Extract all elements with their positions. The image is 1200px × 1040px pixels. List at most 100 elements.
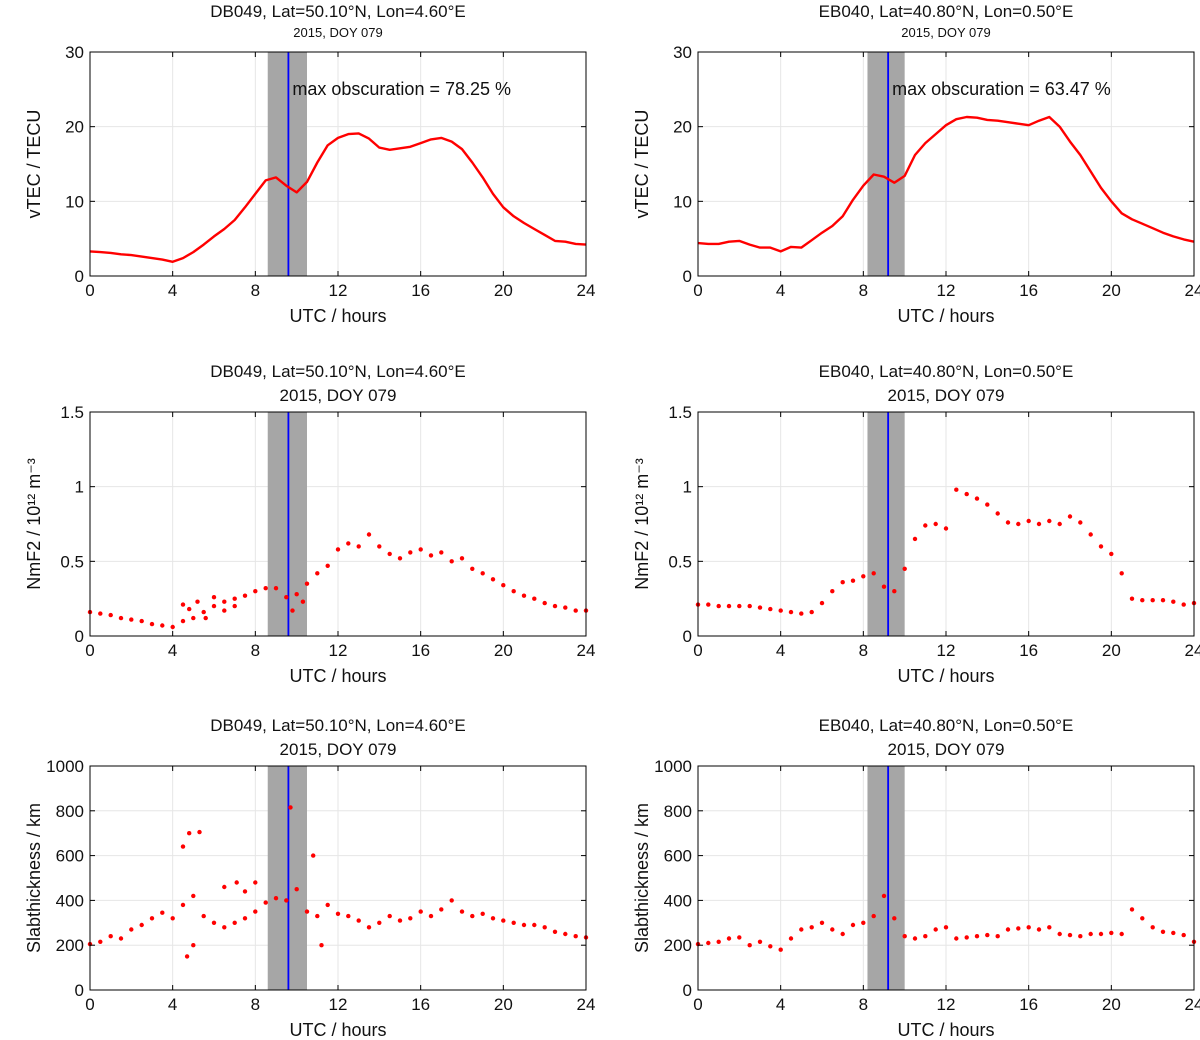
data-point <box>253 909 258 914</box>
data-point <box>346 541 351 546</box>
x-tick-label: 20 <box>494 641 513 660</box>
data-point <box>943 526 949 531</box>
data-point <box>300 599 306 604</box>
data-point <box>1016 926 1021 931</box>
data-point <box>449 898 454 903</box>
data-point <box>470 913 475 919</box>
data-point <box>180 902 186 908</box>
data-point <box>197 829 202 835</box>
y-tick-label: 800 <box>664 802 692 821</box>
data-point <box>501 583 506 588</box>
data-point <box>187 606 192 612</box>
data-point <box>892 589 897 594</box>
data-point <box>387 913 392 919</box>
data-point <box>366 925 372 930</box>
data-point <box>408 550 413 555</box>
data-point <box>768 606 773 612</box>
data-point <box>912 936 918 941</box>
x-tick-label: 4 <box>776 281 785 300</box>
data-point <box>1057 931 1062 937</box>
y-tick-label: 400 <box>56 891 84 910</box>
data-point <box>304 909 310 914</box>
data-point <box>149 916 155 921</box>
data-point <box>840 580 845 585</box>
y-tick-label: 400 <box>664 891 692 910</box>
data-point <box>377 920 382 925</box>
data-point <box>408 916 413 921</box>
data-point <box>511 589 516 594</box>
x-tick-label: 16 <box>1019 281 1038 300</box>
data-point <box>263 900 268 905</box>
data-point <box>1129 907 1135 912</box>
data-point <box>1109 930 1114 936</box>
y-tick-label: 1000 <box>46 757 84 776</box>
data-point <box>809 925 814 930</box>
series-line <box>89 132 587 263</box>
x-tick-label: 12 <box>329 995 348 1014</box>
y-tick-label: 800 <box>56 802 84 821</box>
data-point <box>304 581 310 586</box>
y-tick-label: 600 <box>56 847 84 866</box>
data-point <box>211 603 217 609</box>
data-point <box>129 927 134 932</box>
data-point <box>356 544 361 549</box>
chart-tec-db049: 0 4 8 12 16 20 24 0 10 20 30 DB049, Lat=50.10°N, Lo… <box>24 2 595 326</box>
data-point <box>757 605 763 610</box>
data-point <box>201 609 206 615</box>
data-point <box>1026 518 1031 524</box>
data-point <box>933 521 938 527</box>
data-point <box>325 902 330 908</box>
data-point <box>923 934 928 939</box>
data-point <box>346 913 351 919</box>
data-point <box>263 586 268 591</box>
chart-title: DB049, Lat=50.10°N, Lon=4.60°E <box>210 362 466 381</box>
data-point <box>1047 518 1052 524</box>
x-tick-label: 0 <box>693 995 702 1014</box>
x-axis-label: UTC / hours <box>897 306 994 326</box>
data-point <box>923 523 928 528</box>
data-point <box>449 559 454 564</box>
data-point <box>195 599 200 604</box>
y-tick-label: 200 <box>56 936 84 955</box>
data-point <box>490 577 496 582</box>
data-point <box>1036 927 1042 932</box>
data-point <box>1036 521 1042 527</box>
data-point <box>211 595 217 600</box>
data-point <box>1160 598 1166 603</box>
y-tick-label: 20 <box>65 118 84 137</box>
data-point <box>788 936 794 941</box>
y-tick-label: 30 <box>673 43 692 62</box>
data-point <box>118 936 124 941</box>
data-point <box>933 927 938 932</box>
y-tick-label: 0 <box>75 267 84 286</box>
y-axis-label: Slabthickness / km <box>24 803 44 953</box>
data-point <box>501 918 506 923</box>
data-point <box>222 884 227 890</box>
data-point <box>222 599 227 604</box>
chart-title: DB049, Lat=50.10°N, Lon=4.60°E <box>210 716 466 735</box>
y-axis-label: Slabthickness / km <box>632 803 652 953</box>
data-point <box>387 551 392 557</box>
data-point <box>861 920 866 925</box>
data-point <box>985 932 990 938</box>
data-point <box>737 603 742 609</box>
data-point <box>397 556 403 561</box>
data-point <box>778 947 783 952</box>
data-point <box>861 574 866 579</box>
data-point <box>377 544 382 549</box>
data-point <box>521 922 527 928</box>
chart-title: EB040, Lat=40.80°N, Lon=0.50°E <box>819 362 1074 381</box>
data-point <box>1098 931 1104 937</box>
data-point <box>1171 930 1176 936</box>
y-tick-label: 200 <box>664 936 692 955</box>
data-point <box>1078 934 1083 939</box>
x-tick-label: 12 <box>937 641 956 660</box>
data-point <box>366 532 372 537</box>
data-point <box>418 547 423 552</box>
data-point <box>1181 932 1186 938</box>
x-tick-label: 16 <box>1019 641 1038 660</box>
y-tick-label: 1.5 <box>60 403 84 422</box>
data-point <box>892 916 897 921</box>
data-point <box>1140 598 1145 603</box>
